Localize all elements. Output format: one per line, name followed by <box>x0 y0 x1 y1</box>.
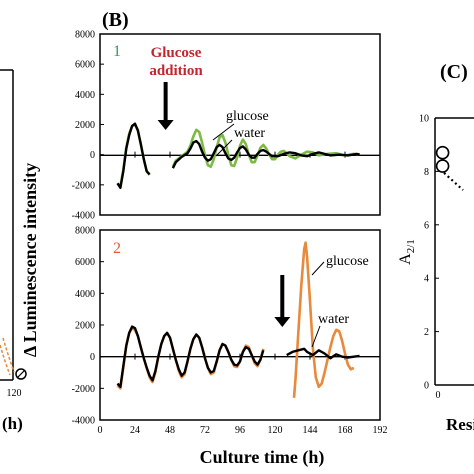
b2-series-lines <box>116 241 360 398</box>
x-tick-label: 192 <box>373 425 388 436</box>
b2-x-ticks: 0 24 48 72 96 120 144 168 192 <box>98 353 388 436</box>
svg-text:A2/1: A2/1 <box>397 239 417 265</box>
b-y-axis-label: Δ Luminescence intensity <box>20 163 40 357</box>
b2-number-label: 2 <box>113 240 121 257</box>
b2-water-leader <box>311 325 321 348</box>
x-tick-label: 168 <box>338 425 353 436</box>
b2-glucose-arrow <box>274 275 291 327</box>
y-tick-label: 6000 <box>75 60 95 71</box>
c-y-tick-label: 10 <box>419 114 429 125</box>
panel-c-label: (C) <box>440 61 468 83</box>
x-tick-label: 48 <box>165 425 175 436</box>
c-ylabel-main: A <box>397 253 414 265</box>
panel-c-points <box>435 145 464 191</box>
y-tick-label: 0 <box>90 352 95 363</box>
x-tick-label: 72 <box>200 425 210 436</box>
panel-c-y-ticks: 10 8 6 4 2 0 <box>419 114 439 392</box>
panel-a-orange-dashed-line-2 <box>0 344 11 376</box>
b2-glucose-label: glucose <box>326 254 369 269</box>
c-y-tick-label: 2 <box>424 327 429 338</box>
series-line-water <box>171 139 360 169</box>
panel-c-x-tick: 0 <box>436 390 441 401</box>
y-tick-label: -2000 <box>72 384 95 395</box>
y-tick-label: -4000 <box>72 416 95 427</box>
b2-glucose-leader <box>311 261 325 276</box>
b2-y-ticks: 8000 6000 4000 2000 0 -2000 -4000 <box>72 226 104 427</box>
y-tick-label: -4000 <box>72 211 95 222</box>
x-tick-label: 0 <box>98 425 103 436</box>
c-y-tick-label: 8 <box>424 167 429 178</box>
series-line-water <box>286 347 360 360</box>
b-x-axis-label: Culture time (h) <box>200 447 325 468</box>
b1-glucose-leader <box>212 123 235 141</box>
panel-a-x-axis-label: (h) <box>2 414 23 433</box>
c-data-point <box>435 159 450 173</box>
y-tick-label: 4000 <box>75 289 95 300</box>
panel-a-orange-dashed-line <box>2 337 15 373</box>
series-line-glucose <box>292 241 355 398</box>
panel-c-y-axis-label: A2/1 <box>397 239 417 265</box>
series-line-water <box>116 122 151 189</box>
b1-water-leader <box>215 139 233 157</box>
y-tick-label: 2000 <box>75 120 95 131</box>
y-tick-label: 8000 <box>75 30 95 41</box>
b1-water-label: water <box>234 126 265 141</box>
x-tick-label: 144 <box>303 425 318 436</box>
b2-water-label: water <box>318 312 349 327</box>
series-line-water <box>116 325 265 388</box>
panel-c: (C) 10 8 6 4 2 0 0 Resic A2/1 <box>397 61 474 434</box>
arrow-head <box>274 317 291 327</box>
y-tick-label: 8000 <box>75 226 95 237</box>
c-y-tick-label: 4 <box>424 274 429 285</box>
panel-a-marker-slash <box>16 369 26 379</box>
c-y-tick-label: 6 <box>424 220 429 231</box>
b1-y-ticks: 8000 6000 4000 2000 0 -2000 -4000 <box>72 30 104 222</box>
b1-number-label: 1 <box>113 43 121 60</box>
y-tick-label: 4000 <box>75 90 95 101</box>
arrow-head <box>157 120 174 130</box>
y-tick-label: 0 <box>90 150 95 161</box>
b1-plot-frame <box>99 33 381 216</box>
x-tick-label: 120 <box>268 425 283 436</box>
panel-c-x-axis-label: Resic <box>446 415 474 434</box>
panel-a: 120 (h) <box>0 69 27 433</box>
y-tick-label: -2000 <box>72 180 95 191</box>
b1-annotation-line1: Glucose <box>151 45 202 61</box>
panel-b: (B) Δ Luminescence intensity Culture tim… <box>20 9 388 468</box>
b1-glucose-arrow <box>157 82 174 130</box>
c-y-tick-label: 0 <box>424 381 429 392</box>
b1-annotation-line2: addition <box>149 63 203 79</box>
b1-series-lines <box>116 122 360 189</box>
x-tick-label: 96 <box>235 425 245 436</box>
panel-b-label: (B) <box>102 9 129 31</box>
c-ylabel-sub: 2/1 <box>405 239 417 253</box>
panel-a-x-tick: 120 <box>7 388 22 399</box>
y-tick-label: 6000 <box>75 257 95 268</box>
y-tick-label: 2000 <box>75 321 95 332</box>
b1-glucose-label: glucose <box>226 109 269 124</box>
c-data-point <box>435 145 450 160</box>
x-tick-label: 24 <box>130 425 140 436</box>
